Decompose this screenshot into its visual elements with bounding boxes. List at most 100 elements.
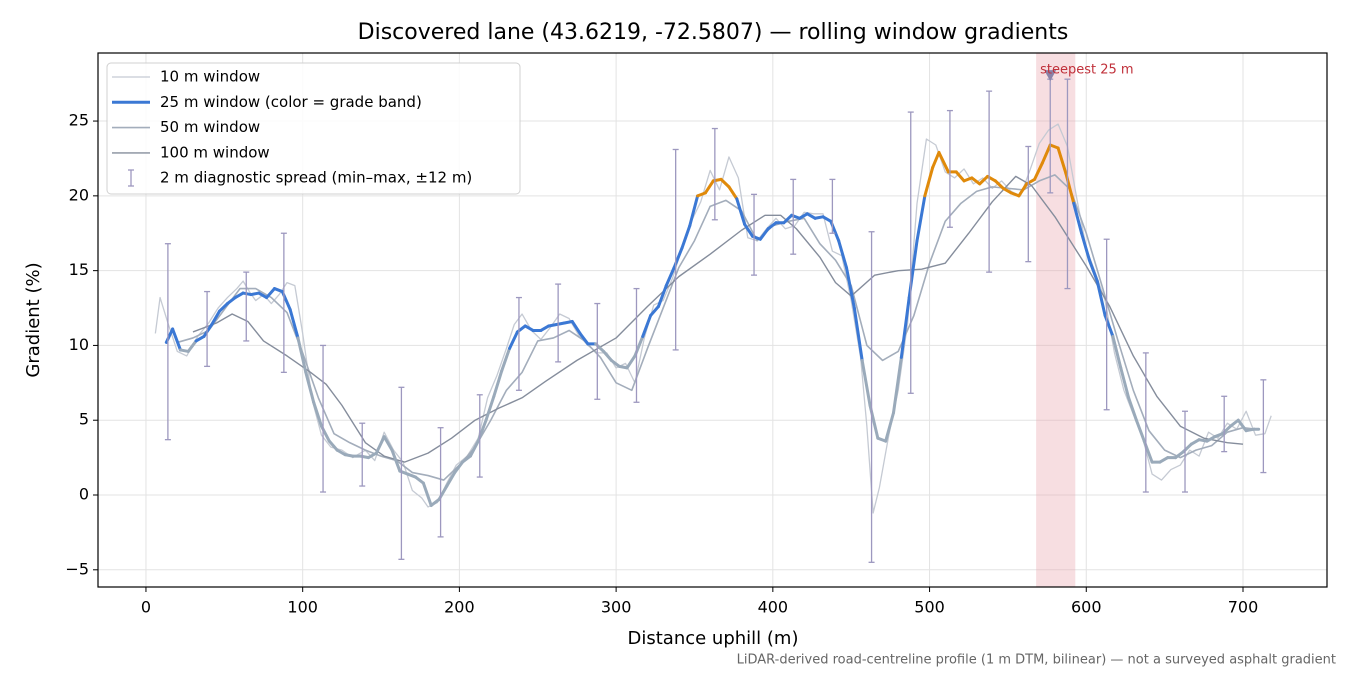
line-segment — [1134, 418, 1146, 443]
line-segment — [500, 346, 512, 373]
line-segment — [1119, 366, 1131, 400]
line-segment — [625, 354, 637, 370]
line-segment — [468, 439, 480, 458]
line-segment — [727, 185, 739, 201]
x-tick-label: 400 — [758, 598, 789, 617]
line-segment — [461, 454, 472, 464]
line-segment — [414, 475, 425, 485]
line-segment — [970, 176, 982, 186]
x-tick-label: 700 — [1228, 598, 1259, 617]
line-segment — [758, 227, 770, 241]
line-segment — [453, 460, 465, 475]
y-axis-label: Gradient (%) — [23, 262, 44, 377]
y-tick-label: 10 — [69, 335, 89, 354]
line-segment — [931, 150, 941, 169]
line-segment — [602, 349, 613, 362]
line-segment — [390, 448, 402, 473]
line-segment — [1189, 438, 1201, 446]
line-segment — [892, 355, 903, 415]
line-segment — [1236, 418, 1248, 433]
highlight-label: steepest 25 m — [1040, 63, 1133, 78]
line-segment — [1127, 396, 1138, 422]
line-segment — [766, 221, 778, 231]
line-segment — [1228, 418, 1240, 428]
x-tick-label: 200 — [444, 598, 475, 617]
line-segment — [429, 497, 441, 507]
y-tick-label: 20 — [69, 185, 89, 204]
line-segment — [937, 150, 950, 174]
series-line — [192, 175, 1244, 463]
line-segment — [735, 197, 747, 226]
legend-box — [106, 62, 521, 195]
series-line — [154, 123, 1272, 514]
line-segment — [1001, 186, 1013, 195]
line-segment — [1158, 456, 1170, 464]
line-segment — [805, 212, 817, 220]
line-segment — [664, 266, 676, 288]
line-segment — [1095, 279, 1107, 318]
line-segment — [374, 435, 386, 455]
y-tick-label: 5 — [79, 410, 89, 429]
line-segment — [484, 394, 496, 422]
line-segment — [923, 165, 935, 198]
line-segment — [782, 213, 794, 225]
line-segment — [884, 411, 896, 443]
line-segment — [210, 309, 222, 326]
x-tick-label: 600 — [1071, 598, 1102, 617]
line-segment — [993, 179, 1005, 190]
line-segment — [821, 215, 833, 223]
line-segment — [1072, 201, 1084, 235]
line-segment — [492, 369, 504, 398]
line-segment — [296, 336, 308, 374]
line-segment — [899, 296, 911, 359]
legend-label: 50 m window — [160, 118, 260, 136]
line-segment — [508, 330, 519, 350]
series-line — [177, 174, 1256, 481]
line-segment — [194, 334, 206, 343]
line-segment — [680, 224, 692, 250]
line-segment — [852, 306, 864, 362]
line-segment — [1040, 143, 1052, 165]
line-segment — [225, 296, 237, 306]
line-segment — [649, 305, 660, 318]
line-segment — [743, 222, 754, 238]
line-segment — [366, 451, 378, 460]
line-segment — [312, 400, 323, 428]
line-segment — [171, 327, 182, 352]
legend-label: 2 m diagnostic spread (min–max, ±12 m) — [160, 169, 472, 187]
line-segment — [915, 194, 927, 243]
line-segment — [1056, 146, 1068, 175]
line-segment — [609, 358, 621, 368]
line-segment — [539, 324, 551, 332]
line-segment — [656, 284, 668, 309]
line-segment — [954, 170, 966, 183]
line-segment — [202, 322, 214, 338]
legend-label: 100 m window — [160, 143, 270, 161]
legend-label: 10 m window — [160, 68, 260, 86]
plot-area — [154, 53, 1272, 587]
y-tick-label: 25 — [69, 111, 89, 130]
line-segment — [288, 308, 300, 340]
line-segment — [1111, 334, 1123, 370]
line-segment — [186, 339, 198, 353]
line-segment — [304, 370, 316, 404]
line-segment — [703, 179, 715, 195]
x-tick-label: 300 — [601, 598, 632, 617]
plot-frame — [97, 52, 1328, 588]
line-segment — [978, 174, 990, 186]
line-segment — [1017, 182, 1029, 198]
x-tick-label: 500 — [914, 598, 945, 617]
line-segment — [257, 291, 269, 300]
line-segment — [445, 471, 457, 488]
y-tick-label: −5 — [65, 559, 89, 578]
line-segment — [265, 287, 276, 300]
highlight-span — [1036, 53, 1076, 587]
line-segment — [1087, 258, 1099, 283]
line-segment — [844, 266, 856, 310]
line-segment — [1174, 450, 1185, 460]
line-segment — [860, 358, 872, 407]
line-segment — [578, 331, 590, 346]
legend-label: 25 m window (color = grade band) — [160, 93, 422, 111]
x-tick-label: 0 — [141, 598, 151, 617]
